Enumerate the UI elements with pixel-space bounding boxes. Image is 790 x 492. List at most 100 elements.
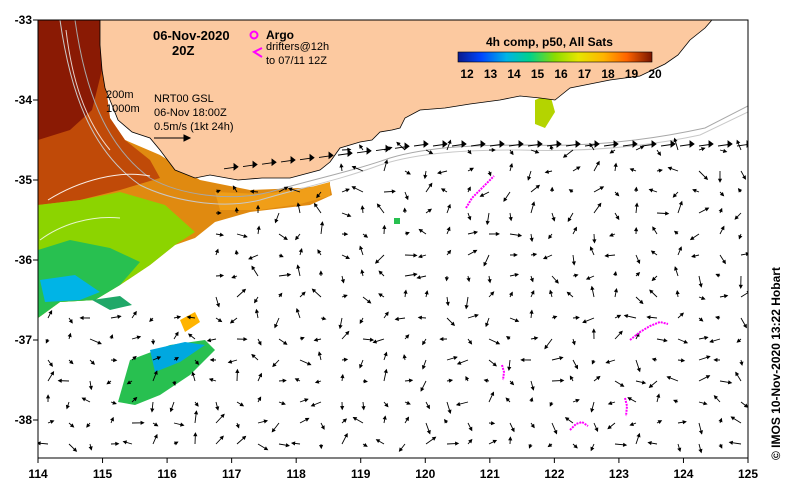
current-vector-arrow bbox=[652, 226, 658, 235]
current-vector-arrow bbox=[529, 275, 534, 283]
current-vector-arrow bbox=[527, 170, 532, 181]
current-vector-arrow bbox=[488, 231, 500, 237]
plot-frame bbox=[37, 19, 749, 459]
current-vector-arrow bbox=[739, 359, 744, 366]
current-vector-arrow bbox=[173, 315, 182, 320]
current-vector-arrow bbox=[149, 317, 154, 323]
current-vector-arrow bbox=[402, 207, 407, 214]
current-vector-arrow bbox=[413, 140, 429, 148]
current-vector-arrow bbox=[549, 289, 554, 298]
current-vector-arrow bbox=[509, 317, 520, 323]
current-vector-arrow bbox=[337, 149, 353, 158]
current-vector-arrow bbox=[296, 202, 301, 214]
current-vector-arrow bbox=[698, 317, 704, 322]
current-vector-arrow bbox=[45, 394, 51, 403]
current-vector-arrow bbox=[718, 207, 723, 214]
current-vector-arrow bbox=[709, 338, 721, 344]
current-vector-arrow bbox=[362, 233, 369, 238]
current-vector-arrow bbox=[215, 273, 225, 278]
current-vector-arrow bbox=[551, 422, 558, 435]
current-vector-arrow bbox=[698, 207, 710, 214]
current-vector-arrow bbox=[383, 159, 389, 172]
current-vector-arrow bbox=[299, 153, 315, 162]
current-vector-arrow bbox=[635, 296, 644, 305]
current-vector-arrow bbox=[187, 333, 196, 340]
current-vector-arrow bbox=[692, 188, 700, 193]
current-vector-arrow bbox=[359, 144, 364, 151]
current-vector-arrow bbox=[242, 160, 258, 169]
current-vector-arrow bbox=[613, 271, 618, 277]
plot-area bbox=[38, 20, 748, 458]
current-vector-arrow bbox=[622, 140, 638, 148]
current-vector-arrow bbox=[446, 378, 454, 383]
current-vector-arrow bbox=[254, 308, 260, 319]
current-vector-arrow bbox=[546, 140, 562, 148]
current-vector-arrow bbox=[571, 338, 576, 346]
current-vector-arrow bbox=[614, 330, 623, 340]
current-vector-arrow bbox=[89, 338, 102, 345]
current-vector-arrow bbox=[404, 378, 414, 383]
current-vector-arrow bbox=[152, 356, 162, 361]
current-vector-arrow bbox=[374, 254, 385, 264]
current-vector-arrow bbox=[376, 203, 385, 214]
current-vector-arrow bbox=[359, 359, 364, 369]
current-vector-arrow bbox=[572, 166, 581, 172]
colorbar-tick-label: 19 bbox=[625, 67, 639, 81]
current-vector-arrow bbox=[362, 296, 372, 304]
current-vector-arrow bbox=[360, 205, 365, 214]
current-vector-arrow bbox=[404, 416, 410, 424]
x-tick-label: 115 bbox=[93, 467, 113, 481]
current-vector-arrow bbox=[360, 269, 365, 277]
current-vector-arrow bbox=[698, 443, 703, 454]
current-vector-arrow bbox=[383, 189, 396, 194]
current-vector-arrow bbox=[609, 232, 616, 237]
current-vector-arrow bbox=[740, 401, 748, 408]
current-vector-arrow bbox=[677, 246, 683, 256]
current-vector-arrow bbox=[274, 317, 280, 329]
current-vector-arrow bbox=[131, 355, 137, 361]
x-tick-label: 124 bbox=[673, 467, 693, 481]
colorbar-tick-label: 12 bbox=[460, 67, 474, 81]
current-vector-arrow bbox=[340, 401, 345, 411]
x-tick-label: 116 bbox=[157, 467, 177, 481]
current-vector-arrow bbox=[215, 210, 222, 216]
current-vector-arrow bbox=[530, 252, 538, 257]
current-vector-arrow bbox=[383, 401, 389, 408]
current-vector-arrow bbox=[404, 334, 410, 340]
current-vector-arrow bbox=[318, 270, 324, 277]
y-tick-label: -35 bbox=[15, 173, 33, 187]
current-vector-arrow bbox=[446, 203, 451, 214]
current-vector-arrow bbox=[313, 202, 322, 214]
current-vector-arrow bbox=[298, 248, 303, 256]
y-tick-label: -37 bbox=[15, 333, 33, 347]
current-vector-arrow bbox=[278, 272, 292, 277]
current-vector-arrow bbox=[572, 226, 577, 235]
current-vector-arrow bbox=[278, 186, 289, 193]
current-vector-arrow bbox=[257, 443, 269, 451]
current-vector-arrow bbox=[508, 140, 524, 148]
current-vector-arrow bbox=[172, 380, 177, 386]
current-vector-arrow bbox=[589, 246, 595, 256]
current-vector-arrow bbox=[466, 275, 471, 283]
current-vector-arrow bbox=[439, 336, 448, 342]
current-vector-arrow bbox=[404, 253, 418, 258]
current-vector-arrow bbox=[590, 401, 595, 413]
current-vector-arrow bbox=[65, 401, 70, 410]
current-vector-arrow bbox=[656, 338, 668, 343]
current-vector-arrow bbox=[404, 170, 411, 175]
current-vector-arrow bbox=[280, 156, 296, 164]
current-vector-arrow bbox=[698, 422, 703, 435]
colorbar-tick-label: 16 bbox=[554, 67, 568, 81]
current-vector-arrow bbox=[295, 233, 301, 241]
current-vector-arrow bbox=[362, 337, 375, 342]
current-vector-arrow bbox=[647, 440, 658, 446]
current-vector-arrow bbox=[567, 212, 574, 222]
current-vector-arrow bbox=[735, 371, 742, 382]
current-vector-arrow bbox=[634, 227, 639, 235]
current-vector-arrow bbox=[255, 204, 261, 214]
current-vector-arrow bbox=[564, 417, 574, 424]
current-vector-arrow bbox=[571, 254, 576, 266]
current-vector-arrow bbox=[215, 232, 225, 237]
current-vector-arrow bbox=[375, 144, 391, 153]
current-vector-arrow bbox=[509, 163, 514, 172]
